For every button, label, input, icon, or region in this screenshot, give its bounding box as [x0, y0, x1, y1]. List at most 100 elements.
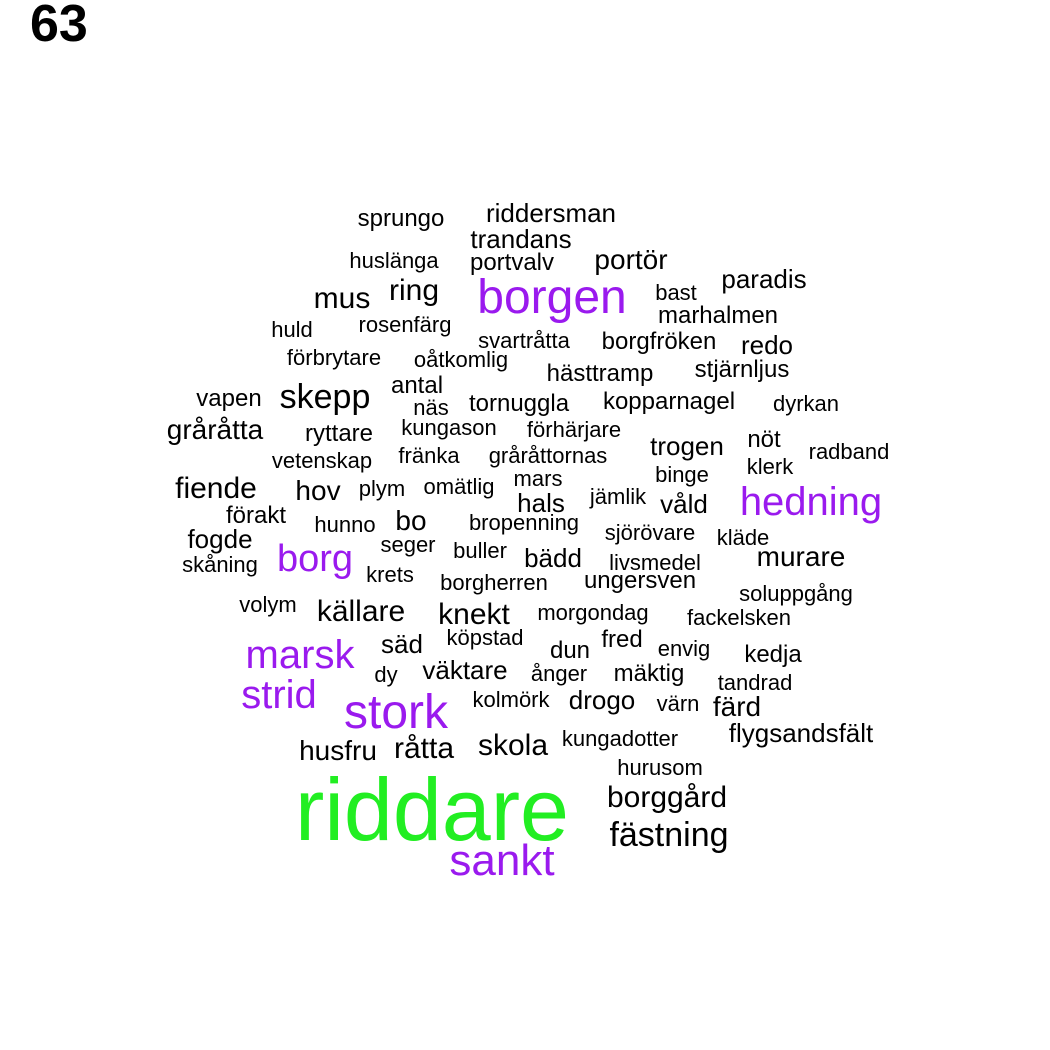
cloud-word: borgherren — [440, 570, 548, 595]
cloud-word: livsmedel — [609, 550, 701, 575]
cloud-word: fiende — [175, 472, 257, 505]
cloud-word: borg — [276, 538, 354, 580]
cloud-word: förakt — [225, 502, 287, 529]
cloud-word: klerk — [746, 454, 794, 479]
cloud-word: buller — [453, 538, 507, 563]
cloud-word: husfru — [299, 735, 377, 766]
cloud-word: marsk — [245, 633, 355, 677]
cloud-word: mäktig — [613, 660, 685, 687]
cloud-word: ånger — [530, 661, 588, 686]
cloud-word: knekt — [438, 598, 510, 631]
cloud-word: krets — [366, 562, 414, 587]
cloud-word: hals — [517, 488, 565, 518]
cloud-word: huslänga — [349, 248, 439, 273]
cloud-word: radband — [808, 439, 890, 464]
cloud-word: strid — [241, 673, 317, 717]
cloud-word: soluppgång — [739, 581, 853, 606]
cloud-word: omätlig — [423, 474, 495, 499]
cloud-word: värn — [656, 691, 700, 716]
cloud-word: portör — [594, 244, 668, 275]
cloud-word: ryttare — [304, 420, 374, 447]
cloud-word: redo — [740, 330, 794, 360]
cloud-word: borgen — [477, 271, 627, 324]
cloud-word: rosenfärg — [358, 312, 452, 337]
cloud-word: källare — [316, 595, 406, 628]
cloud-word: skepp — [279, 378, 371, 416]
cloud-word: nöt — [747, 426, 781, 453]
cloud-word: förhärjare — [526, 417, 622, 442]
cloud-word: kolmörk — [472, 687, 550, 712]
cloud-word: flygsandsfält — [728, 718, 874, 748]
cloud-word: gråråttornas — [488, 443, 608, 468]
cloud-word: riddersman — [485, 198, 617, 228]
cloud-word: kedja — [744, 641, 802, 668]
cloud-word: stork — [343, 686, 449, 739]
cloud-word: ring — [388, 274, 440, 307]
cloud-word: svartråtta — [478, 328, 570, 353]
cloud-word: oåtkomlig — [413, 347, 509, 372]
cloud-word: kopparnagel — [602, 388, 736, 415]
cloud-word: plym — [358, 476, 406, 501]
cloud-word: fred — [601, 626, 643, 653]
cloud-word: bo — [395, 505, 427, 536]
cloud-word: borggård — [606, 781, 728, 814]
cloud-word: envig — [657, 636, 711, 661]
cloud-word: gråråtta — [166, 414, 264, 445]
cloud-word: bast — [655, 280, 697, 305]
cloud-word: marhalmen — [657, 302, 779, 329]
cloud-word: kungason — [401, 415, 497, 440]
cloud-word: fogde — [187, 524, 253, 554]
cloud-word: trogen — [650, 431, 724, 461]
cloud-word: seger — [380, 532, 436, 557]
cloud-word: hurusom — [617, 755, 703, 780]
cloud-word: morgondag — [537, 600, 649, 625]
cloud-word: tandrad — [717, 670, 793, 695]
cloud-word: kungadotter — [561, 726, 679, 751]
cloud-word: trandans — [470, 224, 572, 254]
cloud-word: huld — [271, 317, 313, 342]
cloud-word: murare — [756, 541, 846, 572]
page-number: 63 — [30, 0, 88, 53]
cloud-word: mus — [313, 282, 371, 315]
cloud-word: sjörövare — [604, 520, 696, 545]
cloud-word: tornuggla — [468, 390, 570, 417]
cloud-word: dun — [549, 637, 591, 664]
cloud-word: hov — [295, 475, 341, 506]
cloud-word: fästning — [609, 816, 729, 854]
cloud-word: dy — [374, 662, 398, 687]
cloud-word: näs — [413, 395, 449, 420]
cloud-word: våld — [660, 489, 708, 519]
cloud-word: väktare — [422, 655, 508, 685]
cloud-word: förbrytare — [286, 345, 382, 370]
cloud-word: portvalv — [469, 249, 555, 276]
cloud-word: vetenskap — [271, 448, 373, 473]
cloud-word: fackelsken — [687, 605, 791, 630]
cloud-word: skola — [477, 729, 549, 762]
cloud-word: bädd — [524, 543, 582, 573]
cloud-word: volym — [239, 592, 297, 617]
cloud-word: hästtramp — [546, 360, 654, 387]
cloud-word: riddare — [295, 760, 569, 859]
cloud-word: antal — [390, 372, 444, 399]
cloud-word: binge — [655, 462, 709, 487]
cloud-word: bropenning — [468, 510, 580, 535]
cloud-word: sprungo — [357, 205, 445, 232]
cloud-word: stjärnljus — [694, 356, 790, 383]
cloud-word: råtta — [393, 732, 455, 765]
cloud-word: hedning — [739, 480, 883, 524]
cloud-word: sankt — [449, 836, 555, 885]
cloud-word: drogo — [568, 685, 636, 715]
cloud-word: jämlik — [589, 484, 647, 509]
cloud-word: borgfröken — [601, 328, 717, 355]
cloud-word: kläde — [716, 525, 770, 550]
cloud-word: paradis — [721, 264, 807, 294]
cloud-word: dyrkan — [772, 391, 840, 416]
cloud-word: skåning — [182, 552, 258, 577]
cloud-word: fränka — [398, 443, 460, 468]
cloud-word: färd — [712, 691, 762, 722]
cloud-word: säd — [381, 629, 423, 659]
cloud-word: hunno — [314, 512, 376, 537]
cloud-word: köpstad — [446, 625, 524, 650]
cloud-word: mars — [513, 466, 563, 491]
